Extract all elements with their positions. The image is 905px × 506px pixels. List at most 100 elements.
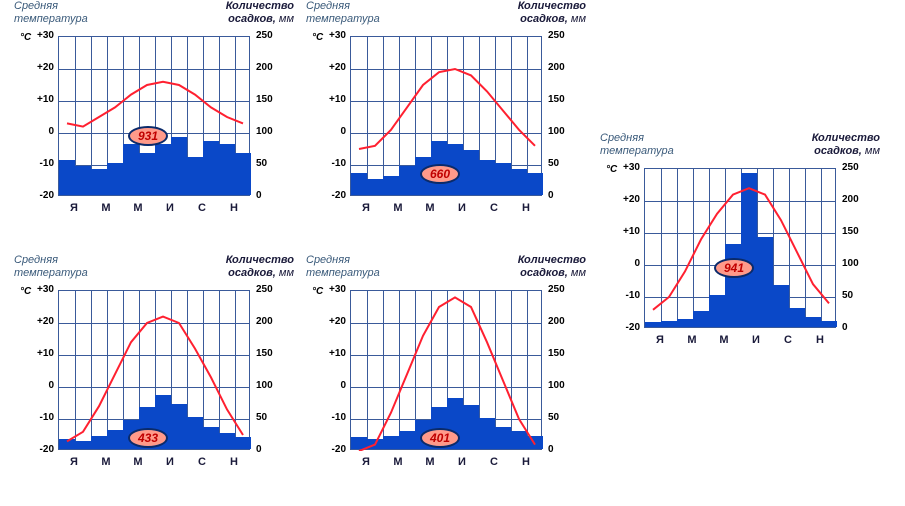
x-tick: Н xyxy=(516,456,536,468)
y-tick-right: 150 xyxy=(548,94,578,105)
y-tick-right: 200 xyxy=(842,194,872,205)
x-tick: И xyxy=(160,202,180,214)
y-tick-left: +20 xyxy=(24,62,54,73)
x-tick: Я xyxy=(64,456,84,468)
precip-bar xyxy=(479,160,495,195)
y-tick-left: -20 xyxy=(610,322,640,333)
precip-bar xyxy=(187,417,203,449)
x-tick: М xyxy=(388,202,408,214)
precip-bar xyxy=(351,173,367,195)
grid-line xyxy=(59,69,249,70)
precip-bar xyxy=(383,436,399,449)
grid-line xyxy=(351,387,541,388)
grid-line xyxy=(107,291,108,449)
y-tick-right: 50 xyxy=(256,412,286,423)
grid-line xyxy=(645,233,835,234)
precip-bar xyxy=(757,237,773,327)
y-tick-right: 200 xyxy=(256,62,286,73)
precip-bar xyxy=(75,441,91,449)
grid-line xyxy=(527,37,528,195)
x-tick: И xyxy=(160,456,180,468)
annual-total-badge: 433 xyxy=(128,428,168,448)
annual-total-badge: 941 xyxy=(714,258,754,278)
x-tick: С xyxy=(778,334,798,346)
x-tick: М xyxy=(682,334,702,346)
grid-line xyxy=(59,101,249,102)
precip-bar xyxy=(789,308,805,327)
precip-bar xyxy=(677,319,693,327)
grid-line xyxy=(527,291,528,449)
grid-line xyxy=(91,291,92,449)
grid-line xyxy=(495,291,496,449)
x-tick: М xyxy=(714,334,734,346)
precip-bar xyxy=(821,321,837,327)
y-tick-right: 0 xyxy=(256,190,286,201)
x-tick: Н xyxy=(224,202,244,214)
annual-total-badge: 401 xyxy=(420,428,460,448)
x-tick: С xyxy=(484,456,504,468)
climate-chart: СредняятемператураКоличествоосадков, мм°… xyxy=(306,254,586,480)
y-tick-left: +10 xyxy=(24,348,54,359)
precip-bar xyxy=(351,437,367,449)
precip-bar xyxy=(661,321,677,327)
y-tick-right: 100 xyxy=(548,380,578,391)
precip-bar xyxy=(235,153,251,195)
grid-line xyxy=(805,169,806,327)
x-tick: Н xyxy=(516,202,536,214)
grid-line xyxy=(367,37,368,195)
plot-area xyxy=(644,168,836,328)
y-tick-left: -20 xyxy=(316,444,346,455)
precip-bar xyxy=(741,173,757,327)
grid-line xyxy=(367,291,368,449)
precip-bar xyxy=(725,244,741,327)
precipitation-title: Количествоосадков, мм xyxy=(226,254,294,280)
y-tick-left: -10 xyxy=(316,412,346,423)
precip-bar xyxy=(709,295,725,327)
y-tick-left: -10 xyxy=(316,158,346,169)
y-tick-left: +10 xyxy=(316,94,346,105)
precip-bar xyxy=(123,144,139,195)
precipitation-title: Количествоосадков, мм xyxy=(518,0,586,26)
y-tick-right: 250 xyxy=(256,30,286,41)
x-tick: С xyxy=(192,456,212,468)
plot-area xyxy=(58,36,250,196)
grid-line xyxy=(351,101,541,102)
precip-bar xyxy=(463,150,479,195)
x-tick: Н xyxy=(810,334,830,346)
temperature-title: Средняятемпература xyxy=(306,0,380,26)
y-tick-left: 0 xyxy=(316,380,346,391)
y-tick-left: -10 xyxy=(24,412,54,423)
grid-line xyxy=(511,291,512,449)
y-tick-left: +30 xyxy=(24,30,54,41)
y-tick-right: 200 xyxy=(548,62,578,73)
grid-line xyxy=(645,201,835,202)
precip-bar xyxy=(511,169,527,195)
precip-bar xyxy=(693,311,709,327)
y-tick-right: 100 xyxy=(256,380,286,391)
annual-total-badge: 931 xyxy=(128,126,168,146)
grid-line xyxy=(351,69,541,70)
x-tick: М xyxy=(96,456,116,468)
y-tick-right: 200 xyxy=(256,316,286,327)
y-tick-right: 0 xyxy=(548,444,578,455)
y-tick-left: +20 xyxy=(316,316,346,327)
y-tick-right: 250 xyxy=(256,284,286,295)
x-tick: С xyxy=(484,202,504,214)
y-tick-left: -10 xyxy=(24,158,54,169)
grid-line xyxy=(789,169,790,327)
y-tick-right: 250 xyxy=(842,162,872,173)
precip-bar xyxy=(59,160,75,195)
climate-chart: СредняятемператураКоличествоосадков, мм°… xyxy=(600,132,880,358)
precip-bar xyxy=(399,166,415,195)
precip-bar xyxy=(495,163,511,195)
y-tick-right: 0 xyxy=(256,444,286,455)
climate-chart: СредняятемператураКоличествоосадков, мм°… xyxy=(14,254,294,480)
precip-bar xyxy=(527,436,543,449)
y-tick-left: 0 xyxy=(316,126,346,137)
y-tick-left: +20 xyxy=(316,62,346,73)
y-tick-right: 50 xyxy=(548,412,578,423)
y-tick-right: 250 xyxy=(548,30,578,41)
grid-line xyxy=(383,291,384,449)
precipitation-title: Количествоосадков, мм xyxy=(226,0,294,26)
y-tick-right: 0 xyxy=(842,322,872,333)
